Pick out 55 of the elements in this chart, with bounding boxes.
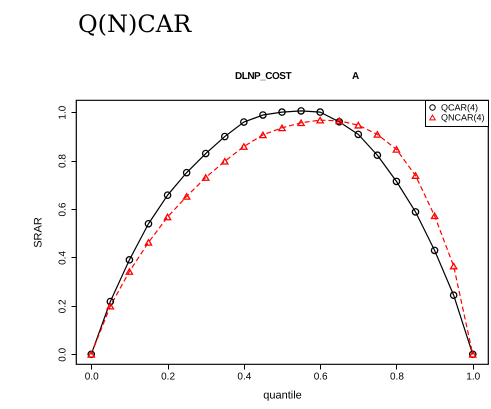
y-tick-label: 0.6	[58, 202, 68, 216]
point	[202, 174, 210, 181]
point	[278, 124, 286, 132]
y-tick-label: 0.4	[58, 250, 68, 265]
point	[164, 214, 172, 220]
point	[297, 107, 305, 115]
point	[240, 143, 248, 150]
point	[126, 256, 134, 264]
y-tick-label: 0.0	[58, 347, 68, 362]
point	[316, 108, 324, 116]
point	[412, 208, 420, 216]
point	[374, 151, 382, 160]
text: A	[352, 71, 360, 82]
point	[450, 291, 458, 300]
point	[182, 168, 190, 176]
point	[106, 302, 114, 310]
point	[412, 172, 420, 179]
point	[354, 130, 362, 138]
y-axis-title: SRAR	[32, 217, 44, 248]
point	[106, 298, 114, 306]
point	[392, 178, 400, 186]
point	[202, 150, 210, 158]
point	[430, 212, 438, 220]
x-tick-label: 0.6	[314, 372, 328, 382]
point	[182, 193, 190, 200]
point	[144, 220, 152, 228]
point	[374, 131, 382, 138]
point	[316, 116, 324, 124]
x-axis-title: quantile	[263, 390, 302, 402]
point	[259, 131, 267, 138]
x-tick-label: 0.2	[161, 372, 176, 382]
point	[220, 132, 229, 140]
legend-label: QCAR(4)	[441, 102, 478, 112]
point	[392, 146, 400, 153]
y-tick-label: 0.2	[58, 298, 68, 314]
point	[259, 111, 267, 119]
chart-title: Q(N)CAR	[78, 10, 192, 38]
point	[164, 191, 172, 199]
point	[450, 262, 458, 270]
x-tick-label: 0.8	[390, 372, 404, 382]
chart-subtitle: DLNP_COST	[235, 71, 292, 82]
point	[220, 158, 229, 165]
x-tick-label: 0.0	[84, 372, 100, 382]
x-tick-label: 1.0	[466, 372, 481, 382]
point	[354, 122, 362, 129]
y-tick-label: 1.0	[58, 105, 68, 120]
point	[240, 118, 248, 126]
point	[430, 246, 438, 254]
y-tick-label: 0.8	[58, 154, 68, 168]
x-tick-label: 0.4	[237, 372, 252, 382]
point	[278, 108, 286, 116]
point	[126, 268, 134, 275]
point	[297, 119, 305, 126]
legend-label: QNCAR(4)	[441, 112, 485, 122]
point	[144, 239, 152, 246]
